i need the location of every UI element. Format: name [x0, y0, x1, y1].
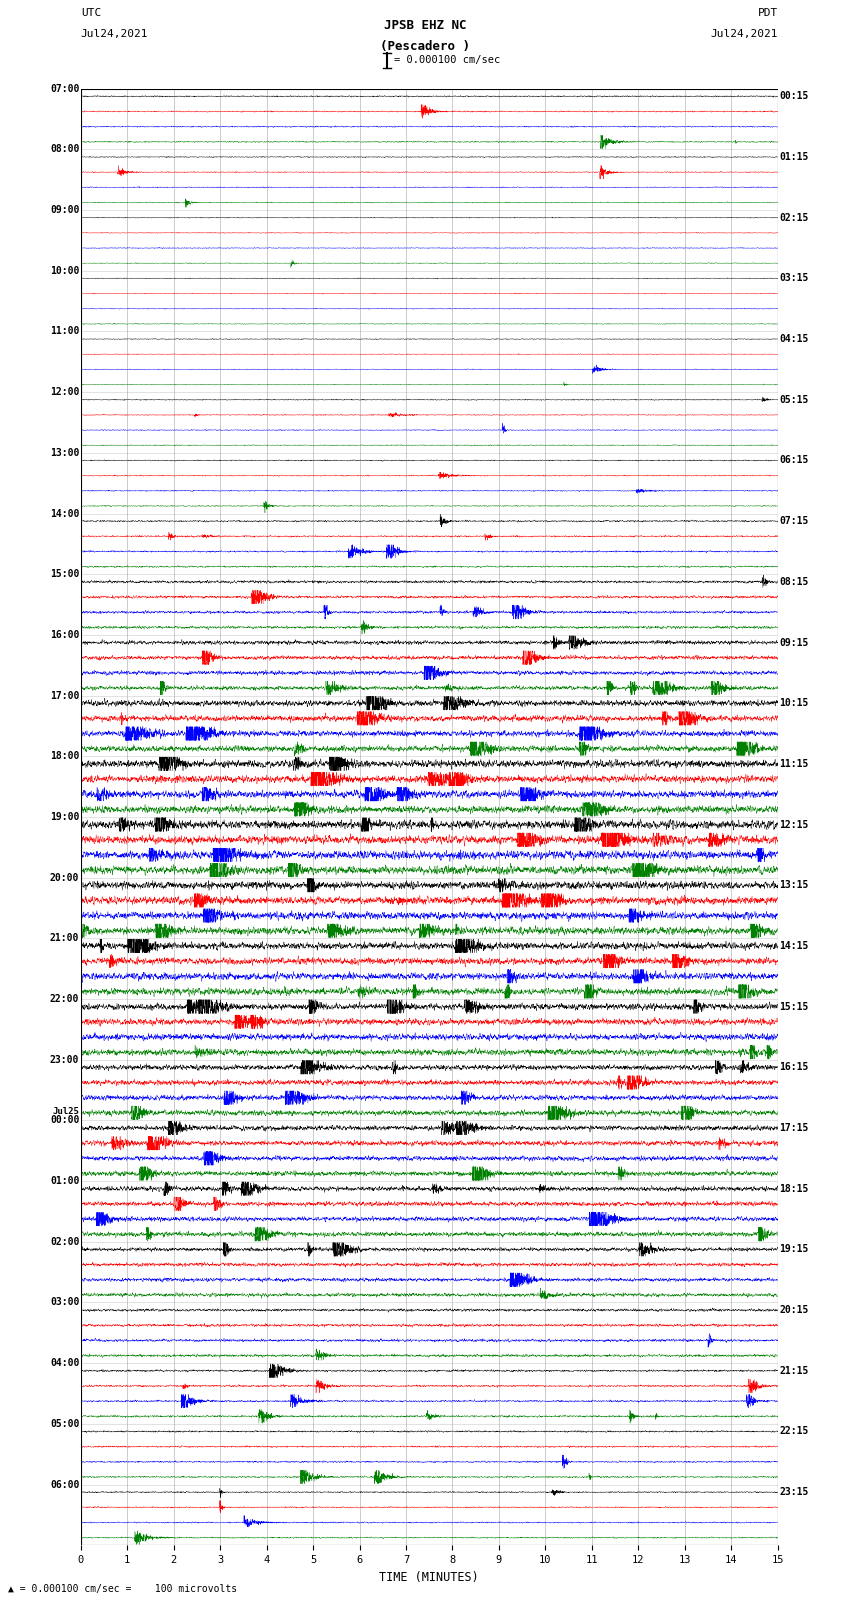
Text: 07:00: 07:00 — [50, 84, 79, 94]
Text: 11:00: 11:00 — [50, 326, 79, 337]
Text: 17:15: 17:15 — [779, 1123, 808, 1132]
Text: 14:15: 14:15 — [779, 940, 808, 952]
Text: 19:00: 19:00 — [50, 811, 79, 823]
Text: JPSB EHZ NC: JPSB EHZ NC — [383, 19, 467, 32]
Text: 09:15: 09:15 — [779, 637, 808, 647]
Text: 03:15: 03:15 — [779, 273, 808, 284]
Text: 01:00: 01:00 — [50, 1176, 79, 1186]
Text: Jul24,2021: Jul24,2021 — [81, 29, 148, 39]
Text: Jul25: Jul25 — [53, 1107, 79, 1116]
Text: 15:00: 15:00 — [50, 569, 79, 579]
Text: 23:00: 23:00 — [50, 1055, 79, 1065]
Text: 01:15: 01:15 — [779, 152, 808, 161]
Text: 22:15: 22:15 — [779, 1426, 808, 1437]
Text: 00:15: 00:15 — [779, 92, 808, 102]
Text: 02:00: 02:00 — [50, 1237, 79, 1247]
Text: (Pescadero ): (Pescadero ) — [380, 40, 470, 53]
Text: 03:00: 03:00 — [50, 1297, 79, 1308]
Text: 16:15: 16:15 — [779, 1063, 808, 1073]
Text: 10:00: 10:00 — [50, 266, 79, 276]
Text: 17:00: 17:00 — [50, 690, 79, 700]
Text: 05:00: 05:00 — [50, 1419, 79, 1429]
Text: 15:15: 15:15 — [779, 1002, 808, 1011]
Text: 04:15: 04:15 — [779, 334, 808, 344]
Text: ▲ = 0.000100 cm/sec =    100 microvolts: ▲ = 0.000100 cm/sec = 100 microvolts — [8, 1584, 238, 1594]
Text: 04:00: 04:00 — [50, 1358, 79, 1368]
Text: 06:15: 06:15 — [779, 455, 808, 466]
Text: 10:15: 10:15 — [779, 698, 808, 708]
Text: 21:15: 21:15 — [779, 1366, 808, 1376]
Text: 18:00: 18:00 — [50, 752, 79, 761]
Text: 20:00: 20:00 — [50, 873, 79, 882]
Text: = 0.000100 cm/sec: = 0.000100 cm/sec — [394, 55, 500, 66]
Text: 13:15: 13:15 — [779, 881, 808, 890]
Text: 02:15: 02:15 — [779, 213, 808, 223]
Text: 22:00: 22:00 — [50, 994, 79, 1003]
Text: 23:15: 23:15 — [779, 1487, 808, 1497]
Text: 08:15: 08:15 — [779, 577, 808, 587]
Text: 13:00: 13:00 — [50, 448, 79, 458]
Text: 12:15: 12:15 — [779, 819, 808, 829]
Text: 05:15: 05:15 — [779, 395, 808, 405]
Text: 11:15: 11:15 — [779, 758, 808, 769]
Text: 07:15: 07:15 — [779, 516, 808, 526]
Text: 16:00: 16:00 — [50, 631, 79, 640]
Text: 20:15: 20:15 — [779, 1305, 808, 1315]
Text: 14:00: 14:00 — [50, 508, 79, 518]
Text: 19:15: 19:15 — [779, 1244, 808, 1255]
Text: 18:15: 18:15 — [779, 1184, 808, 1194]
Text: 12:00: 12:00 — [50, 387, 79, 397]
Text: 21:00: 21:00 — [50, 934, 79, 944]
Text: 00:00: 00:00 — [50, 1116, 79, 1126]
X-axis label: TIME (MINUTES): TIME (MINUTES) — [379, 1571, 479, 1584]
Text: UTC: UTC — [81, 8, 101, 18]
Text: Jul24,2021: Jul24,2021 — [711, 29, 778, 39]
Text: 08:00: 08:00 — [50, 145, 79, 155]
Text: PDT: PDT — [757, 8, 778, 18]
Text: 09:00: 09:00 — [50, 205, 79, 215]
Text: 06:00: 06:00 — [50, 1479, 79, 1489]
